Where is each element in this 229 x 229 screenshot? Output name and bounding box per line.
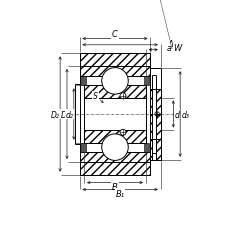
Bar: [79, 54, 150, 67]
Bar: [155, 90, 160, 114]
Bar: [143, 143, 148, 152]
Circle shape: [120, 130, 125, 136]
Text: B: B: [112, 183, 117, 191]
Bar: [84, 131, 145, 143]
Text: a: a: [166, 44, 170, 53]
Text: W: W: [172, 44, 181, 53]
Text: d₂: d₂: [65, 110, 73, 119]
Bar: [79, 67, 150, 77]
Text: A: A: [167, 40, 173, 49]
Text: S: S: [93, 92, 98, 101]
Circle shape: [101, 134, 128, 161]
Bar: [150, 115, 151, 140]
Bar: [81, 143, 86, 152]
Text: d: d: [174, 110, 179, 119]
Bar: [79, 162, 150, 175]
Bar: [150, 90, 151, 114]
Circle shape: [101, 68, 128, 95]
Bar: [143, 77, 148, 86]
Text: D₂: D₂: [50, 110, 59, 119]
Text: D: D: [60, 110, 66, 119]
Bar: [150, 139, 151, 160]
Bar: [84, 86, 145, 98]
Bar: [81, 77, 86, 86]
Text: d₃: d₃: [180, 110, 188, 119]
Bar: [155, 114, 160, 139]
Circle shape: [120, 93, 125, 99]
Bar: [155, 139, 160, 160]
Text: B₁: B₁: [115, 189, 124, 198]
Bar: [79, 152, 150, 162]
Text: C: C: [112, 30, 117, 39]
